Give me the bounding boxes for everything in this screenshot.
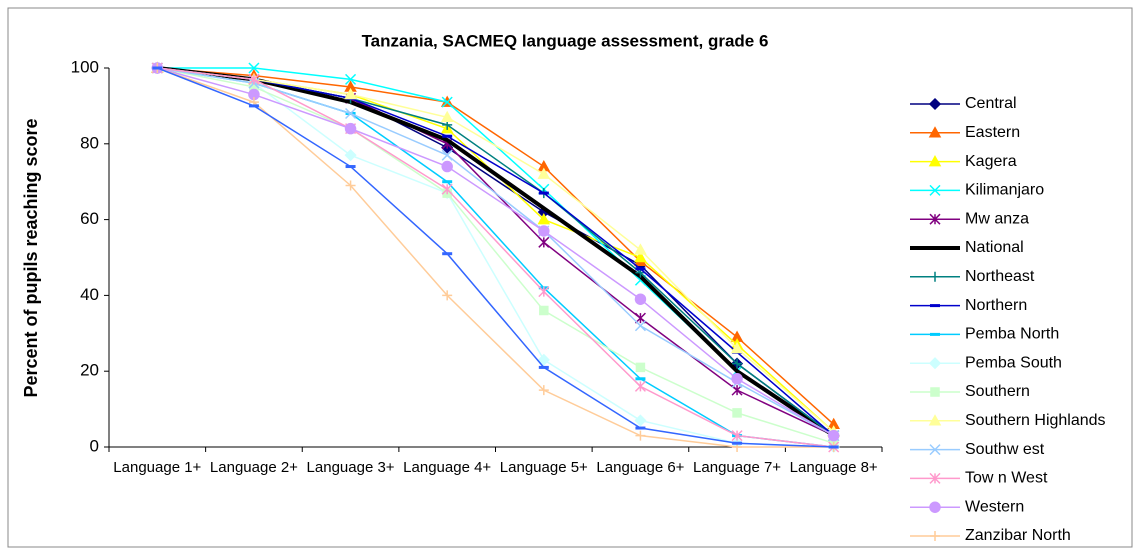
marker — [634, 293, 647, 305]
marker — [731, 430, 743, 442]
marker — [441, 160, 453, 173]
marker — [345, 107, 357, 120]
x-tick-label: Language 5+ — [499, 459, 588, 476]
marker — [538, 385, 549, 396]
series-line — [157, 67, 834, 448]
marker — [634, 414, 647, 427]
marker — [441, 96, 453, 108]
marker — [731, 373, 743, 385]
x-tick-label: Language 6+ — [596, 459, 685, 476]
marker — [928, 97, 942, 111]
marker — [929, 213, 941, 225]
series-line — [157, 67, 835, 425]
marker — [928, 414, 942, 426]
marker — [537, 353, 550, 366]
x-tick-label: Language 8+ — [789, 459, 878, 476]
marker — [929, 184, 941, 196]
legend-label: Western — [965, 498, 1024, 515]
legend-label: Pemba South — [965, 354, 1062, 371]
y-tick-label: 60 — [80, 209, 99, 228]
legend-label: Southw est — [965, 441, 1045, 458]
marker — [248, 62, 260, 74]
marker — [441, 183, 453, 195]
marker — [539, 305, 549, 316]
marker — [930, 271, 940, 282]
legend-label: Eastern — [965, 124, 1020, 141]
marker — [634, 250, 647, 263]
marker — [248, 73, 260, 85]
legend-label: Zanzibar North — [965, 527, 1071, 544]
marker — [344, 87, 357, 100]
chart-title: Tanzania, SACMEQ language assessment, gr… — [362, 31, 769, 50]
series-line — [157, 67, 834, 448]
marker — [732, 358, 743, 369]
legend-label: Mw anza — [965, 210, 1029, 227]
legend-label: Tow n West — [965, 470, 1048, 487]
x-tick-label: Language 2+ — [209, 459, 298, 476]
series-line — [157, 67, 834, 448]
legend-label: Kilimanjaro — [965, 182, 1044, 199]
marker — [344, 122, 357, 135]
marker — [537, 167, 551, 179]
x-tick-label: Language 1+ — [113, 459, 202, 476]
x-tick-label: Language 7+ — [693, 459, 782, 476]
x-tick-label: Language 4+ — [403, 459, 492, 476]
marker — [730, 341, 744, 354]
series-line — [157, 67, 835, 437]
marker — [248, 88, 260, 101]
legend-label: Kagera — [965, 153, 1017, 170]
marker — [930, 387, 940, 397]
series-line — [157, 67, 835, 433]
marker — [344, 149, 357, 162]
series-line — [157, 67, 834, 448]
marker — [345, 180, 356, 191]
marker — [929, 501, 941, 513]
legend-label: Central — [965, 95, 1017, 112]
marker — [634, 243, 647, 255]
legend-label: Northern — [965, 297, 1027, 314]
marker — [538, 236, 550, 248]
marker — [537, 213, 551, 225]
legend-label: Southern Highlands — [965, 412, 1106, 429]
marker — [635, 430, 646, 441]
y-tick-label: 20 — [80, 361, 99, 380]
marker — [929, 472, 941, 484]
legend-label: National — [965, 239, 1024, 256]
series-line — [157, 67, 834, 448]
marker — [928, 126, 942, 138]
marker — [634, 380, 646, 392]
marker — [930, 531, 940, 541]
legend-label: Northeast — [965, 268, 1035, 285]
y-tick-label: 100 — [71, 57, 99, 76]
x-tick-label: Language 3+ — [306, 459, 395, 476]
marker — [928, 155, 942, 167]
marker — [928, 357, 942, 370]
series-line — [157, 67, 834, 444]
y-tick-label: 0 — [90, 436, 99, 455]
marker — [634, 320, 646, 332]
marker — [440, 110, 454, 123]
marker — [538, 225, 550, 237]
marker — [538, 286, 550, 298]
marker — [345, 73, 357, 85]
marker — [634, 274, 646, 286]
marker — [827, 429, 840, 442]
y-tick-label: 80 — [80, 133, 99, 152]
marker — [442, 290, 453, 301]
y-tick-label: 40 — [80, 285, 99, 304]
chart-frame — [7, 7, 1133, 548]
legend-label: Southern — [965, 383, 1030, 400]
marker — [929, 444, 941, 456]
marker — [732, 408, 742, 418]
marker — [441, 149, 453, 161]
legend-label: Pemba North — [965, 326, 1059, 343]
marker — [635, 362, 646, 373]
y-axis-label: Percent of pupils reaching score — [21, 118, 41, 397]
